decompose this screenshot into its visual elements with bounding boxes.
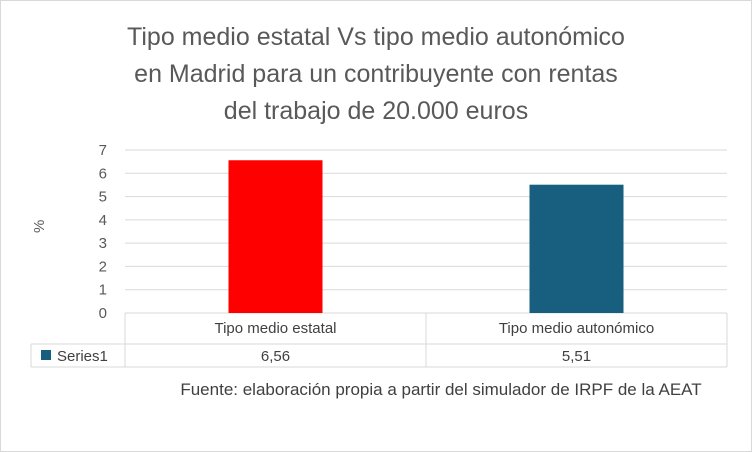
source-footnote: Fuente: elaboración propia a partir del … — [180, 380, 702, 399]
legend-key — [41, 350, 51, 360]
legend-series-name: Series1 — [57, 348, 108, 365]
y-tick-label: 0 — [99, 305, 107, 322]
data-table-value: 6,56 — [261, 348, 290, 365]
y-axis-label: % — [31, 219, 48, 233]
chart-title-line: Tipo medio estatal Vs tipo medio autonóm… — [127, 23, 625, 51]
bar — [529, 184, 624, 313]
data-table-value: 5,51 — [562, 348, 591, 365]
y-tick-label: 3 — [99, 235, 107, 252]
y-tick-label: 2 — [99, 258, 107, 275]
chart-title: Tipo medio estatal Vs tipo medio autonóm… — [41, 19, 711, 130]
x-tick-label: Tipo medio autonómico — [499, 320, 654, 337]
chart-title-line: del trabajo de 20.000 euros — [223, 97, 529, 125]
y-tick-label: 5 — [99, 189, 107, 206]
x-tick-label: Tipo medio estatal — [214, 320, 336, 337]
y-tick-label: 7 — [99, 142, 107, 159]
y-tick-label: 4 — [99, 212, 107, 229]
chart-title-line: en Madrid para un contribuyente con rent… — [134, 60, 618, 88]
y-tick-label: 6 — [99, 165, 107, 182]
y-tick-label: 1 — [99, 282, 107, 299]
bar — [228, 160, 323, 313]
